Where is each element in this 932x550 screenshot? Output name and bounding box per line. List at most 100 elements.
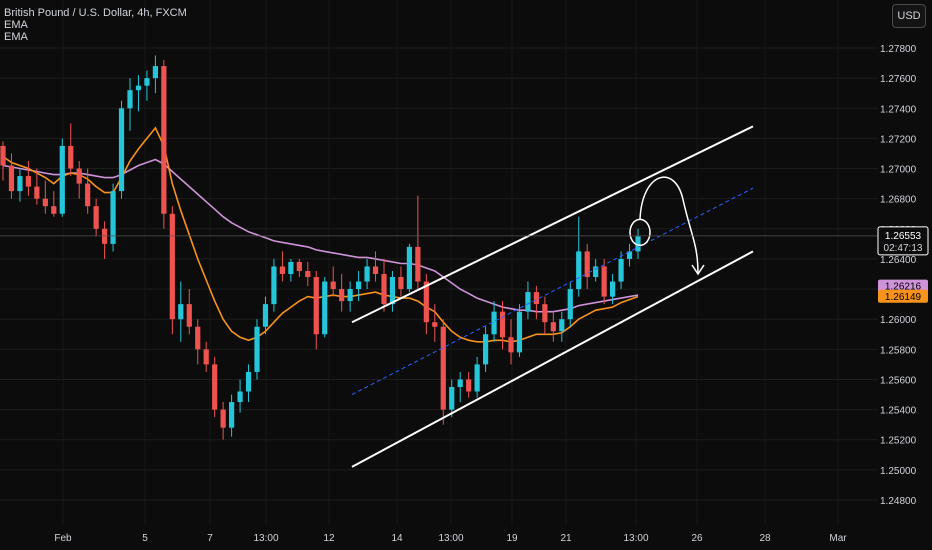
- candle-body: [42, 198, 48, 207]
- price-tick-label: 1.26000: [880, 315, 917, 326]
- candle-body: [499, 311, 506, 338]
- ema2-price-label-box: [878, 289, 928, 303]
- candle-body: [533, 292, 539, 305]
- candle: [118, 100, 125, 199]
- candle: [237, 379, 243, 413]
- projection-curve[interactable]: [639, 176, 699, 275]
- candle: [389, 270, 396, 312]
- candle: [279, 251, 285, 282]
- price-tick-label: 1.25400: [880, 406, 917, 417]
- candle-body: [525, 292, 531, 312]
- ema-fast-line: [2, 126, 639, 343]
- candle: [85, 168, 91, 214]
- candle: [161, 60, 167, 229]
- candle: [550, 311, 556, 342]
- channel-upper-line[interactable]: [351, 125, 754, 324]
- candle-body: [178, 304, 184, 320]
- candle-body: [305, 270, 311, 278]
- candle: [305, 261, 311, 287]
- candle: [152, 55, 158, 94]
- candle-body: [237, 391, 243, 403]
- candle-body: [559, 319, 565, 332]
- candle-body: [364, 266, 370, 282]
- candle-body: [423, 281, 429, 323]
- candle: [212, 356, 218, 418]
- candle-body: [203, 349, 209, 365]
- indicator-ema-2[interactable]: EMA: [4, 31, 28, 43]
- candle-body: [432, 322, 438, 327]
- channel-drawings: [351, 125, 754, 468]
- candle: [51, 191, 57, 217]
- candle: [135, 75, 142, 112]
- candle: [25, 161, 31, 196]
- candle: [432, 304, 438, 342]
- candle-body: [229, 402, 235, 428]
- channel-lower-line[interactable]: [351, 250, 754, 468]
- time-tick-label: 26: [691, 533, 703, 544]
- candle-body: [483, 334, 489, 365]
- time-tick-label: 19: [506, 533, 518, 544]
- candle: [339, 274, 345, 312]
- candle-body: [635, 236, 641, 252]
- candle-body: [398, 277, 404, 290]
- candle-body: [0, 145, 6, 166]
- candle-body: [466, 379, 472, 392]
- ema1-price-label: 1.26216: [885, 282, 922, 293]
- time-tick-label: 12: [323, 533, 335, 544]
- current-price-value: 1.26553: [885, 231, 922, 242]
- candle: [491, 301, 497, 342]
- candle: [186, 289, 192, 335]
- candle: [398, 266, 404, 297]
- time-axis[interactable]: Feb 5 7 13:00 12 14 13:00 19 21 13:00 26 28 Mar: [54, 533, 847, 544]
- candle: [93, 198, 99, 237]
- candle: [76, 161, 82, 199]
- channel-midline[interactable]: [351, 187, 754, 395]
- candle: [8, 153, 15, 199]
- candle-body: [118, 108, 125, 192]
- candle-body: [567, 289, 573, 320]
- time-tick-label: 7: [207, 533, 213, 544]
- candle-body: [381, 274, 387, 305]
- candle-body: [8, 165, 15, 192]
- candle: [610, 274, 616, 305]
- current-price-box: [877, 226, 929, 256]
- candle: [415, 195, 421, 290]
- candle: [271, 258, 277, 312]
- price-tick-label: 1.27400: [880, 104, 917, 115]
- candle: [499, 301, 506, 350]
- candle-body: [389, 277, 396, 305]
- candle: [322, 277, 328, 338]
- candle-body: [593, 266, 599, 278]
- candle: [110, 183, 116, 252]
- candle-body: [135, 85, 142, 91]
- candle: [262, 296, 269, 335]
- projection-arrowhead: [691, 264, 705, 276]
- candle: [381, 258, 387, 312]
- candle: [516, 304, 523, 357]
- time-tick-label: 13:00: [253, 533, 278, 544]
- candle: [195, 319, 201, 365]
- indicator-ema-1[interactable]: EMA: [4, 19, 28, 31]
- candle: [347, 281, 353, 312]
- price-tick-label: 1.25200: [880, 436, 917, 447]
- chart-legend: British Pound / U.S. Dollar, 4h, FXCM EM…: [4, 7, 187, 43]
- candle-body: [59, 145, 65, 214]
- candle-body: [296, 261, 302, 271]
- currency-button[interactable]: USD: [892, 4, 926, 28]
- price-tick-label: 1.25600: [880, 375, 917, 386]
- candle-body: [339, 289, 345, 302]
- candle-body: [262, 304, 269, 327]
- price-tick-label: 1.27800: [880, 44, 917, 55]
- candle-body: [584, 251, 590, 278]
- candle: [466, 371, 472, 398]
- candle: [449, 379, 455, 418]
- candle-body: [127, 90, 133, 109]
- candle-body: [576, 251, 582, 290]
- grid-lines: [0, 0, 878, 525]
- candle-body: [516, 311, 523, 353]
- candle: [525, 281, 531, 320]
- candle-body: [406, 246, 412, 290]
- symbol-title[interactable]: British Pound / U.S. Dollar, 4h, FXCM: [4, 7, 187, 19]
- price-tick-label: 1.27000: [880, 165, 917, 176]
